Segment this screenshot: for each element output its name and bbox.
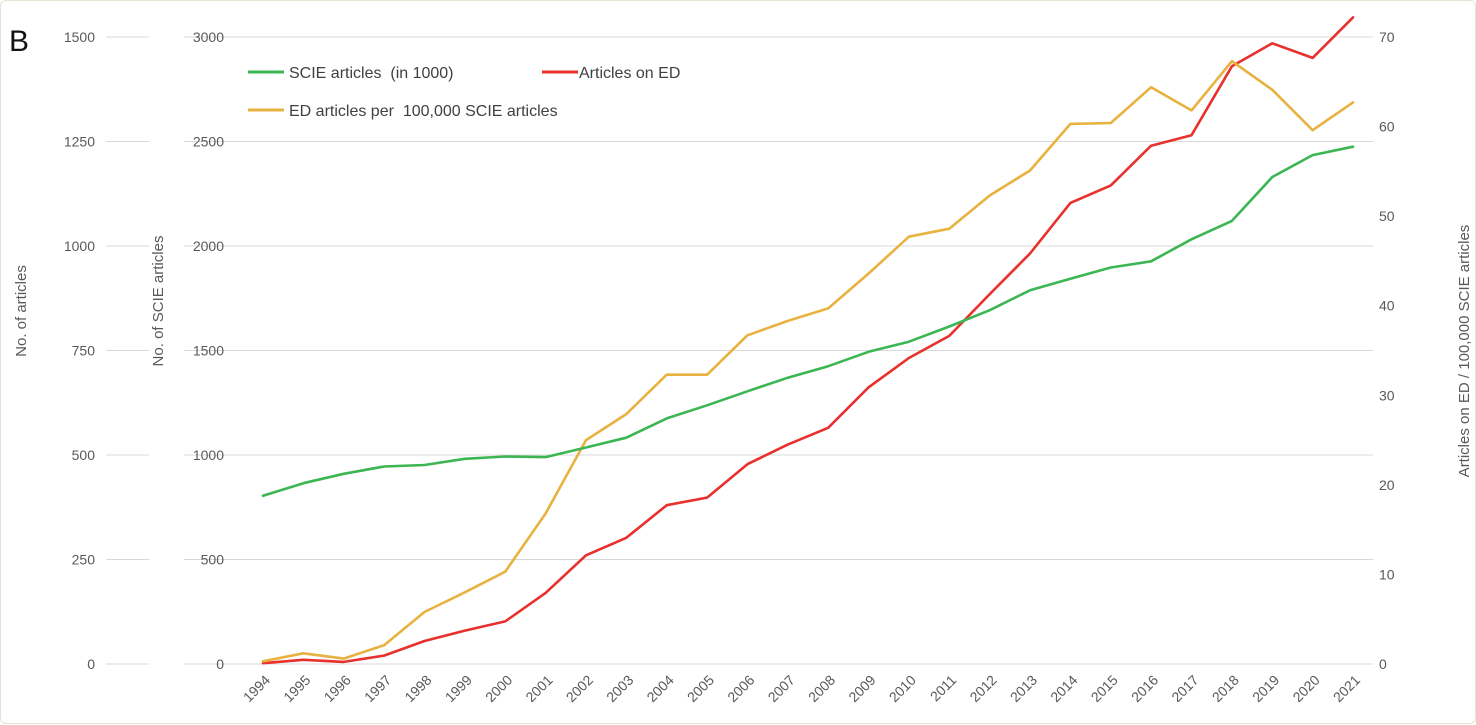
x-tick-label: 2007	[765, 672, 798, 705]
left-inner-tick-label: 2500	[193, 134, 224, 150]
x-tick-label: 2000	[482, 672, 515, 705]
left-inner-tick-label: 0	[216, 656, 224, 672]
left-outer-tick-label: 750	[72, 343, 96, 359]
x-tick-label: 1994	[240, 672, 273, 705]
left-inner-tick-label: 1000	[193, 447, 224, 463]
x-tick-label: 1996	[321, 672, 354, 705]
right-tick-label: 50	[1379, 208, 1395, 224]
left-outer-axis-title: No. of articles	[13, 265, 30, 357]
left-outer-tick-label: 0	[87, 656, 95, 672]
right-tick-label: 20	[1379, 477, 1395, 493]
x-tick-label: 2017	[1168, 672, 1201, 705]
x-tick-label: 2019	[1249, 672, 1282, 705]
x-tick-label: 2002	[563, 672, 596, 705]
x-tick-label: 2010	[886, 672, 919, 705]
x-tick-label: 2013	[1007, 672, 1040, 705]
left-inner-axis-title: No. of SCIE articles	[150, 236, 167, 367]
right-tick-label: 60	[1379, 119, 1395, 135]
left-inner-tick-label: 2000	[193, 238, 224, 254]
x-tick-label: 1998	[401, 672, 434, 705]
x-tick-label: 2014	[1047, 672, 1080, 705]
right-tick-label: 0	[1379, 656, 1387, 672]
series-line-2	[261, 59, 1355, 663]
left-outer-tick-label: 1500	[64, 29, 95, 45]
x-tick-label: 1997	[361, 672, 394, 705]
x-tick-label: 2018	[1209, 672, 1242, 705]
left-inner-tick-label: 3000	[193, 29, 224, 45]
left-outer-tick-label: 1000	[64, 238, 95, 254]
left-outer-tick-label: 500	[72, 447, 96, 463]
x-tick-label: 2006	[724, 672, 757, 705]
legend: SCIE articles (in 1000) Articles on ED E…	[248, 65, 680, 120]
x-tick-label: 2009	[845, 672, 878, 705]
gridlines	[106, 36, 1373, 665]
right-tick-label: 10	[1379, 566, 1395, 582]
x-axis-labels: 1994 1995 1996 1997 1998 1999 2000 2001 2002 2003…	[240, 672, 1363, 705]
x-tick-label: 2003	[603, 672, 636, 705]
x-tick-label: 2012	[966, 672, 999, 705]
right-axis-title: Articles on ED / 100,000 SCIE articles	[1456, 225, 1473, 478]
right-tick-label: 30	[1379, 387, 1395, 403]
axis-ticks: 0500100015002000250030000250500750100012…	[64, 29, 1395, 672]
series-line-0	[261, 145, 1355, 498]
series-lines	[261, 16, 1355, 665]
x-tick-label: 2011	[927, 672, 960, 705]
legend-label-ed: Articles on ED	[579, 65, 680, 82]
x-tick-label: 2021	[1330, 672, 1363, 705]
left-inner-tick-label: 1500	[193, 343, 224, 359]
x-tick-label: 2016	[1128, 672, 1161, 705]
legend-label-ratio: ED articles per 100,000 SCIE articles	[289, 103, 558, 120]
legend-label-scie: SCIE articles (in 1000)	[289, 65, 454, 82]
x-tick-label: 2001	[522, 672, 555, 705]
panel-label: B	[9, 25, 29, 58]
right-tick-label: 40	[1379, 298, 1395, 314]
x-tick-label: 2008	[805, 672, 838, 705]
x-tick-label: 2015	[1088, 672, 1121, 705]
series-line-1	[261, 16, 1355, 665]
x-tick-label: 2020	[1289, 672, 1322, 705]
right-tick-label: 70	[1379, 29, 1395, 45]
x-tick-label: 1995	[280, 672, 313, 705]
x-tick-label: 1999	[442, 672, 475, 705]
x-tick-label: 2004	[643, 672, 676, 705]
left-inner-tick-label: 500	[201, 552, 225, 568]
left-outer-tick-label: 1250	[64, 134, 95, 150]
left-outer-tick-label: 250	[72, 552, 96, 568]
x-tick-label: 2005	[684, 672, 717, 705]
